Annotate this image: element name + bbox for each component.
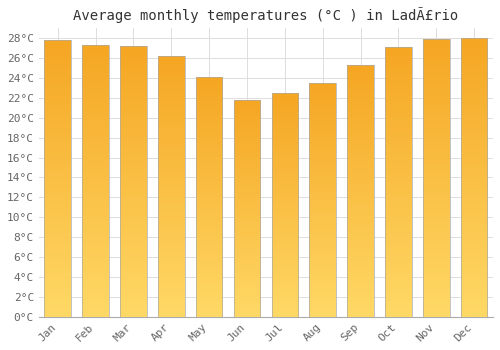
Title: Average monthly temperatures (°C ) in LadÃ£rio: Average monthly temperatures (°C ) in La… [74,7,458,23]
